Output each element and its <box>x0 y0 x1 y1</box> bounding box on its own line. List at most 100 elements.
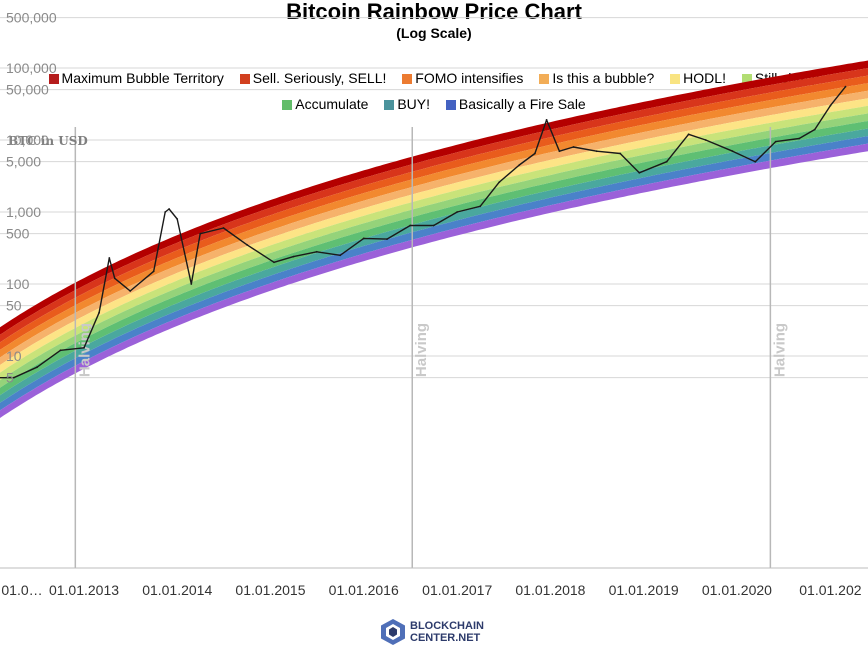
axes: BTC in USD 500,000 100,000 50,000 10,000 5,00… <box>0 10 868 598</box>
price-point <box>687 133 690 136</box>
price-point <box>59 349 62 352</box>
legend-item-hodl[interactable]: HODL! <box>670 69 726 87</box>
legend-swatch <box>48 74 59 84</box>
btc-price-line <box>0 86 847 379</box>
price-point <box>273 261 275 264</box>
price-point <box>665 160 668 163</box>
legend-swatch <box>402 74 413 84</box>
price-point <box>545 119 548 121</box>
price-point <box>176 218 179 220</box>
legend-swatch <box>670 74 681 84</box>
x-tick-label: 01.0… <box>1 582 42 598</box>
price-point <box>558 150 561 153</box>
price-point <box>386 238 388 241</box>
rainbow-bands <box>0 60 868 418</box>
price-point <box>129 290 132 292</box>
price-point <box>813 128 816 131</box>
y-tick-label: 50,000 <box>6 82 49 98</box>
x-tick-label: 01.01.2016 <box>329 582 399 598</box>
legend-row-2: Accumulate BUY! Basically a Fire Sale <box>0 95 868 113</box>
price-point <box>498 181 501 184</box>
legend-swatch <box>384 100 395 110</box>
price-point <box>479 205 482 208</box>
legend-item-bubble[interactable]: Is this a bubble? <box>539 69 654 87</box>
price-point <box>731 150 734 153</box>
legend-label: Sell. Seriously, SELL! <box>252 70 387 86</box>
price-series <box>0 85 847 379</box>
price-point <box>164 211 167 213</box>
price-point <box>108 257 111 259</box>
legend-item-accumulate[interactable]: Accumulate <box>282 95 368 113</box>
legend-label: Maximum Bubble Territory <box>61 70 224 86</box>
blockchain-logo-icon <box>381 619 405 645</box>
legend-label: HODL! <box>683 70 726 86</box>
price-point <box>844 85 847 88</box>
price-point <box>12 376 15 379</box>
legend-item-buy[interactable]: BUY! <box>384 95 430 113</box>
legend-label: Is this a bubble? <box>552 70 655 86</box>
halving-label: Halving <box>771 323 788 377</box>
y-tick-label: 5,000 <box>6 154 41 170</box>
legend-label: Basically a Fire Sale <box>458 96 586 112</box>
price-point <box>315 250 318 253</box>
price-point <box>534 152 536 155</box>
price-point <box>619 152 622 155</box>
x-tick-label: 01.01.2014 <box>142 582 212 598</box>
legend-swatch <box>445 100 456 110</box>
price-point <box>362 237 365 240</box>
legend-swatch <box>282 100 293 110</box>
y-tick-label: 5 <box>6 370 14 386</box>
price-point <box>774 140 777 143</box>
x-tick-label: 01.01.2013 <box>49 582 119 598</box>
chart-subtitle: (Log Scale) <box>396 25 472 41</box>
x-tick-label: 01.01.2019 <box>609 582 679 598</box>
price-point <box>638 171 641 174</box>
price-point <box>409 224 412 227</box>
footer-text: BLOCKCHAIN CENTER.NET <box>410 620 484 644</box>
price-point <box>798 137 801 140</box>
price-point <box>518 164 521 166</box>
halving-lines: Halving Halving Halving <box>74 127 788 568</box>
halving-label: Halving <box>413 323 430 377</box>
footer-logo[interactable]: BLOCKCHAIN CENTER.NET <box>380 617 484 647</box>
x-tick-label: 01.01.202 <box>799 582 861 598</box>
price-point <box>246 243 248 246</box>
legend-item-sell[interactable]: Sell. Seriously, SELL! <box>239 69 387 87</box>
legend-swatch <box>239 74 250 84</box>
price-point <box>456 211 459 213</box>
x-tick-label: 01.01.2018 <box>515 582 585 598</box>
x-tick-label: 01.01.2015 <box>235 582 305 598</box>
legend-item-fire-sale[interactable]: Basically a Fire Sale <box>445 95 586 113</box>
price-point <box>98 311 100 314</box>
price-point <box>83 346 85 349</box>
legend-item-fomo[interactable]: FOMO intensifies <box>402 69 523 87</box>
price-point <box>339 254 342 257</box>
footer-line-2: CENTER.NET <box>410 632 481 644</box>
legend-item-maximum-bubble[interactable]: Maximum Bubble Territory <box>48 69 224 87</box>
price-point <box>704 139 707 141</box>
y-axis-label: BTC in USD <box>8 134 88 148</box>
price-point <box>168 208 171 210</box>
price-point <box>113 277 116 280</box>
price-point <box>432 224 435 227</box>
y-tick-label: 10 <box>6 348 22 364</box>
legend-label: FOMO intensifies <box>415 70 524 86</box>
x-tick-label: 01.01.2020 <box>702 582 772 598</box>
legend-label: Accumulate <box>295 96 369 112</box>
price-point <box>572 146 575 148</box>
y-tick-label: 1,000 <box>6 204 41 220</box>
price-point <box>199 232 202 235</box>
legend-swatch <box>539 74 550 84</box>
price-point <box>222 227 225 229</box>
footer-line-1: BLOCKCHAIN <box>410 620 484 632</box>
legend-swatch <box>741 74 752 84</box>
y-tick-label: 100 <box>6 276 30 292</box>
y-tick-label: 100,000 <box>6 60 57 76</box>
price-point <box>754 160 757 163</box>
price-point <box>829 104 832 107</box>
price-point <box>190 283 193 285</box>
y-tick-label: 50 <box>6 298 22 314</box>
price-point <box>292 255 295 258</box>
price-point <box>595 150 598 153</box>
